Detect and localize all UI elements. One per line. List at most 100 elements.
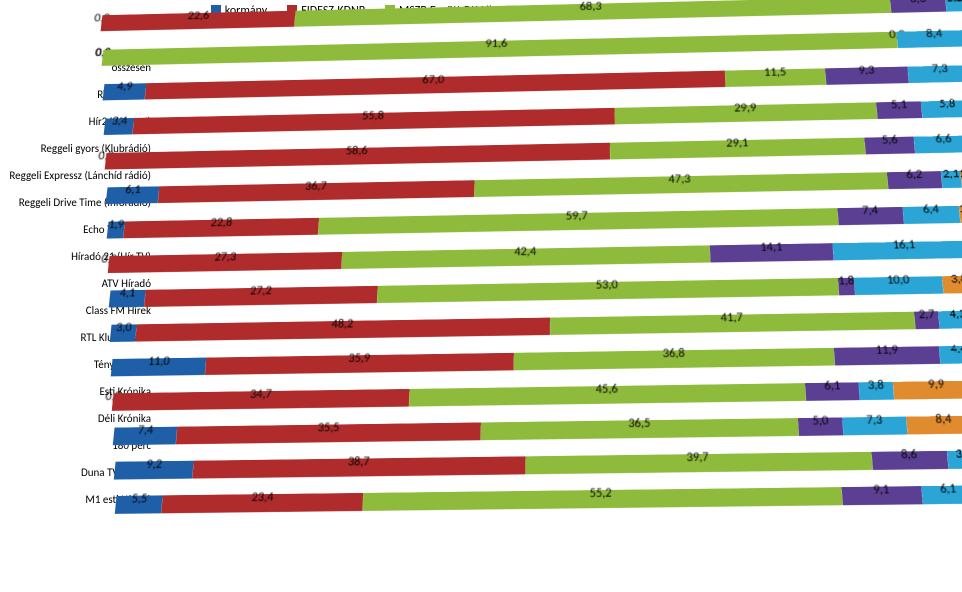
bar-segment: 6,2 [887, 171, 943, 189]
segment-face-front [859, 382, 894, 400]
segment-face-front [102, 32, 899, 66]
bar-segment: 36,7 [158, 180, 474, 203]
segment-face-front [942, 276, 962, 294]
chart-container: { "legend": { "items": [ {"label": "korm… [0, 0, 962, 592]
bar-segment: 7,3 [907, 65, 962, 83]
segment-face-front [921, 485, 962, 504]
bar-row: 0,058,629,15,66,60,0 [104, 135, 962, 174]
bar-track: 9,238,739,78,63,80,0 [114, 450, 962, 479]
segment-face-front [550, 312, 916, 335]
bar-segment: 6,1 [921, 485, 962, 504]
bar-segment: 2,1 [941, 171, 961, 188]
segment-face-front [107, 221, 125, 238]
segment-face-front [825, 67, 908, 85]
bar-segment: 35,5 [176, 422, 482, 444]
bar-track: 4,127,253,01,810,03,8 [109, 276, 962, 308]
bar-segment: 2,0 [945, 0, 962, 12]
segment-face-front [906, 416, 962, 435]
bar-segment: 7,4 [837, 207, 904, 225]
segment-face-front [135, 318, 550, 342]
bar-row: 4,967,011,59,37,30,0 [102, 65, 962, 106]
bar-segment: 8,4 [906, 416, 962, 435]
segment-face-front [109, 290, 146, 308]
bar-segment: 4,1 [109, 290, 146, 308]
bar-segment: 11,5 [725, 68, 827, 87]
plot-area: 4,941,937,96,46,22,75,934,445,30,08,55,9… [160, 60, 930, 570]
segment-face-front [837, 207, 904, 225]
segment-face-front [876, 101, 923, 119]
bar-segment: 42,4 [342, 245, 711, 269]
bar-segment: 3,4 [104, 118, 135, 135]
segment-face-front [115, 495, 163, 514]
bar-segment: 5,0 [798, 417, 843, 436]
bar-segment: 3,8 [859, 382, 894, 400]
bar-row: 0,027,342,414,116,10,0 [107, 241, 962, 279]
bar-track: 11,035,936,811,94,40,0 [111, 346, 962, 377]
bar-row: 7,435,536,55,07,38,4 [112, 416, 962, 451]
bar-segment: 16,1 [833, 241, 962, 261]
segment-face-front [610, 138, 866, 160]
bar-segment: 55,2 [362, 487, 842, 511]
bar-segment: 58,6 [105, 143, 611, 170]
bar-segment: 14,1 [709, 243, 834, 262]
bar-segment: 9,3 [825, 67, 908, 85]
bar-segment: 3,8 [942, 276, 962, 294]
bar-row: 3,048,241,72,74,30,0 [109, 311, 962, 348]
bar-segment: 5,8 [921, 100, 962, 118]
bar-segment: 4,3 [938, 311, 962, 329]
segment-face-front [947, 450, 962, 469]
bar-row: 0,00,091,60,08,40,0 [101, 30, 962, 71]
bar-segment: 4,4 [939, 346, 962, 364]
bar-segment: 23,4 [162, 493, 363, 514]
bar-segment: 11,0 [111, 358, 206, 377]
bar-track: 6,136,747,36,22,11,5 [106, 171, 962, 205]
bar-segment: 8,4 [897, 30, 962, 48]
segment-face-front [111, 358, 206, 377]
bar-segment: 36,8 [514, 348, 836, 371]
bar-row: 11,035,936,811,94,40,0 [110, 346, 962, 382]
segment-face-front [110, 324, 137, 342]
bar-segment: 27,3 [108, 252, 343, 273]
bar-segment: 7,3 [842, 417, 908, 436]
segment-face-front [144, 71, 725, 100]
bar-segment: 91,6 [102, 32, 899, 66]
segment-face-front [103, 83, 147, 100]
bar-row: 3,455,829,95,15,80,0 [103, 100, 962, 140]
bar-segment: 39,7 [525, 452, 872, 475]
bar-segment: 67,0 [144, 71, 725, 100]
bar-segment: 36,5 [481, 418, 799, 440]
segment-face-front [938, 311, 962, 329]
bar-segment: 5,5 [115, 495, 163, 514]
segment-face-front [133, 108, 615, 135]
bar-track: 0,00,091,60,08,40,0 [102, 30, 962, 66]
segment-face-front [409, 383, 806, 407]
bar-row: 4,127,253,01,810,03,8 [108, 276, 962, 313]
bars-stage: 4,941,937,96,46,22,75,934,445,30,08,55,9… [114, 43, 962, 520]
bar-segment: 27,2 [144, 286, 378, 307]
bar-row: 6,136,747,36,22,11,5 [105, 171, 962, 210]
bar-row: 1,922,859,77,46,41,8 [106, 206, 962, 244]
bar-segment: 11,9 [834, 346, 940, 365]
segment-face-front [709, 243, 834, 262]
bar-segment: 6,1 [805, 382, 860, 401]
segment-face-front [834, 346, 940, 365]
bar-track: 1,922,859,77,46,41,8 [107, 206, 962, 239]
bar-segment: 29,1 [610, 138, 866, 160]
bar-row: 0,034,745,66,13,89,9 [111, 381, 962, 417]
segment-face-front [892, 381, 962, 400]
segment-face-front [158, 180, 474, 203]
bar-segment: 22,8 [123, 218, 319, 239]
bar-segment: 59,7 [318, 208, 838, 235]
segment-face-front [798, 417, 843, 436]
segment-face-front [854, 276, 944, 295]
bar-segment: 5,1 [876, 101, 923, 119]
bar-segment: 7,4 [113, 427, 178, 446]
bar-segment: 35,9 [205, 353, 514, 375]
bar-track: 0,034,745,66,13,89,9 [112, 381, 962, 411]
segment-face-front [113, 427, 178, 446]
bar-track: 3,048,241,72,74,30,0 [110, 311, 962, 342]
bar-row: 5,523,455,29,16,10,7 [114, 485, 962, 519]
bar-segment: 6,6 [914, 135, 962, 153]
bar-track: 7,435,536,55,07,38,4 [113, 416, 962, 446]
bar-segment: 55,8 [133, 108, 615, 135]
